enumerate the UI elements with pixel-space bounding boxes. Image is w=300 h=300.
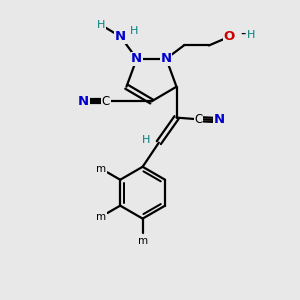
Text: N: N: [78, 95, 89, 108]
Text: m: m: [138, 236, 148, 246]
Text: N: N: [160, 52, 172, 65]
Text: m: m: [96, 212, 106, 222]
Text: m: m: [96, 164, 106, 174]
Text: O: O: [224, 30, 235, 43]
Text: N: N: [115, 30, 126, 43]
Text: -: -: [240, 26, 245, 41]
Text: H: H: [130, 26, 138, 36]
Text: C: C: [194, 112, 203, 126]
Text: C: C: [102, 95, 110, 108]
Text: N: N: [214, 113, 225, 127]
Text: H: H: [247, 30, 255, 40]
Text: H: H: [142, 135, 151, 145]
Text: N: N: [131, 52, 142, 65]
Text: H: H: [97, 20, 106, 30]
